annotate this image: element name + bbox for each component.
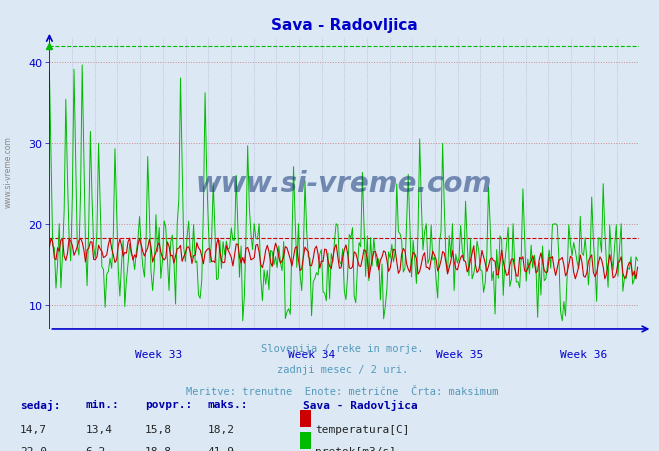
Text: Sava - Radovljica: Sava - Radovljica: [303, 399, 418, 410]
Text: Meritve: trenutne  Enote: metrične  Črta: maksimum: Meritve: trenutne Enote: metrične Črta: …: [186, 386, 499, 396]
Text: 14,7: 14,7: [20, 424, 47, 434]
Text: 22,0: 22,0: [20, 446, 47, 451]
Text: www.si-vreme.com: www.si-vreme.com: [3, 135, 13, 207]
Text: zadnji mesec / 2 uri.: zadnji mesec / 2 uri.: [277, 364, 409, 374]
Text: Week 36: Week 36: [559, 350, 607, 359]
Text: www.si-vreme.com: www.si-vreme.com: [196, 170, 492, 198]
Text: 18,8: 18,8: [145, 446, 172, 451]
Text: Week 35: Week 35: [436, 350, 483, 359]
Text: Week 33: Week 33: [135, 350, 182, 359]
Text: maks.:: maks.:: [208, 399, 248, 409]
Title: Sava - Radovljica: Sava - Radovljica: [271, 18, 418, 33]
Text: Week 34: Week 34: [288, 350, 335, 359]
Text: 18,2: 18,2: [208, 424, 235, 434]
Text: sedaj:: sedaj:: [20, 399, 60, 410]
Text: 41,9: 41,9: [208, 446, 235, 451]
Text: pretok[m3/s]: pretok[m3/s]: [315, 446, 396, 451]
Text: temperatura[C]: temperatura[C]: [315, 424, 409, 434]
Text: min.:: min.:: [86, 399, 119, 409]
Text: povpr.:: povpr.:: [145, 399, 192, 409]
Text: 13,4: 13,4: [86, 424, 113, 434]
Text: 15,8: 15,8: [145, 424, 172, 434]
Text: Slovenija / reke in morje.: Slovenija / reke in morje.: [262, 343, 424, 353]
Text: 6,2: 6,2: [86, 446, 106, 451]
